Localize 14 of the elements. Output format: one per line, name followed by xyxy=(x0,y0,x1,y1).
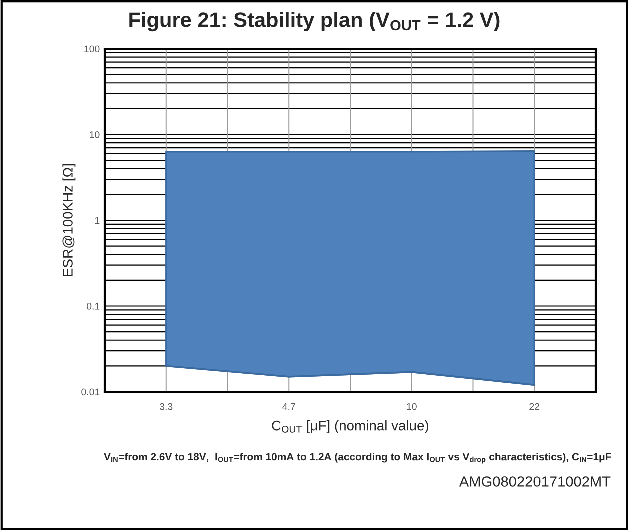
y-tick-label: 1 xyxy=(95,217,100,224)
y-tick-label: 0.01 xyxy=(82,388,100,396)
x-axis-title: C$_{OUT}$ [μF] (nominal value) xyxy=(272,420,429,434)
chart-title: Figure 21: Stability plan (V$_{OUT}$ = 1.2 V) xyxy=(130,12,500,32)
y-tick-label: 0.1 xyxy=(87,302,100,310)
x-tick-label: 22 xyxy=(530,403,540,410)
y-axis-title: ESR@100KHz [Ω] xyxy=(62,164,76,276)
text: AMG080220171002MT xyxy=(459,476,611,487)
x-tick-label: 10 xyxy=(407,403,417,410)
y-tick-label: 100 xyxy=(84,46,100,53)
y-tick-label: 10 xyxy=(90,131,100,138)
text: V$_{IN}$=from 2.6V to 18V, I$_{OUT}$=from 10mA to 1.2A (according to Max I$_{OUT}$ vs V$_{drop}$ characteristics), C$_{IN}$=1μF xyxy=(104,453,612,464)
x-tick-label: 3.3 xyxy=(160,403,173,410)
x-tick-label: 4.7 xyxy=(282,403,296,410)
